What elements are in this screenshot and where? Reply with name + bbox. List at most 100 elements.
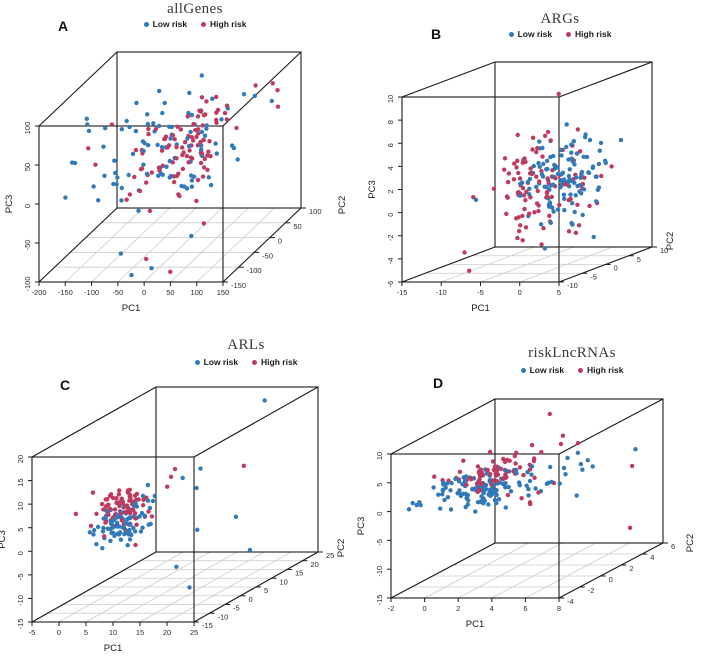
legend-item-low-risk: Low risk <box>143 19 188 29</box>
svg-text:0: 0 <box>614 264 618 273</box>
legend-dot-low-risk-icon <box>520 367 526 373</box>
svg-text:-4: -4 <box>567 597 574 606</box>
svg-text:-5: -5 <box>16 574 25 581</box>
x-axis-title: PC1 <box>466 619 484 630</box>
svg-text:0: 0 <box>423 604 427 613</box>
panel-allGenes: allGenes Low risk High risk A -200 -150 -1… <box>0 0 351 332</box>
legend-item-low-risk: Low risk <box>194 357 239 367</box>
svg-text:-50: -50 <box>112 288 123 297</box>
svg-text:0: 0 <box>57 628 61 637</box>
legend-label-high-risk: High risk <box>575 29 612 39</box>
legend-label-low-risk: Low risk <box>152 19 188 29</box>
svg-text:4: 4 <box>650 553 654 562</box>
svg-text:6: 6 <box>671 542 675 551</box>
svg-text:-100: -100 <box>247 266 262 275</box>
data-points <box>63 73 281 278</box>
panel-ARLs: ARLs Low risk High risk C -5 0 5 10 15 20 25 -1… <box>0 332 351 664</box>
depth-axis-title: PC2 <box>665 232 676 250</box>
svg-text:10: 10 <box>660 246 668 255</box>
legend-item-high-risk: High risk <box>252 357 297 367</box>
panel-legend: Low risk High risk <box>442 365 702 375</box>
svg-text:20: 20 <box>16 455 25 463</box>
depth-axis-title: PC2 <box>336 539 347 557</box>
axis-titles: PC1 PC3 PC2 <box>0 530 347 654</box>
floor-grid <box>31 551 319 623</box>
svg-text:5: 5 <box>264 586 268 595</box>
svg-text:0: 0 <box>375 512 384 516</box>
box-edges <box>38 51 302 283</box>
svg-text:-100: -100 <box>84 288 99 297</box>
svg-text:50: 50 <box>166 288 174 297</box>
box-edges <box>390 398 664 599</box>
svg-text:20: 20 <box>311 560 319 569</box>
svg-text:-10: -10 <box>436 288 447 297</box>
scatter3d-plot-ARLs: -5 0 5 10 15 20 25 -15 -10 -5 0 5 10 15 20 -15 -10 -5 0 5 10… <box>0 386 347 654</box>
svg-text:2: 2 <box>456 604 460 613</box>
svg-text:0: 0 <box>142 288 146 297</box>
svg-text:-15: -15 <box>202 621 213 630</box>
axis-tick-labels: -200 -150 -100 -50 0 50 100 150-100-50050100-15… <box>23 122 322 297</box>
svg-text:5: 5 <box>637 255 641 264</box>
svg-text:100: 100 <box>190 288 203 297</box>
svg-text:5: 5 <box>84 628 88 637</box>
svg-text:-50: -50 <box>23 240 32 251</box>
legend-dot-low-risk-icon <box>143 21 149 27</box>
svg-text:-10: -10 <box>375 566 384 577</box>
axis-ticks <box>28 456 323 626</box>
legend-dot-high-risk-icon <box>578 367 584 373</box>
svg-text:-150: -150 <box>231 281 246 290</box>
svg-text:-2: -2 <box>388 604 395 613</box>
legend-dot-low-risk-icon <box>194 359 200 365</box>
svg-text:10: 10 <box>16 502 25 510</box>
panel-letter: D <box>433 375 444 391</box>
svg-text:-6: -6 <box>386 281 395 288</box>
svg-text:2: 2 <box>386 189 395 193</box>
legend-dot-low-risk-icon <box>508 31 514 37</box>
scatter3d-plot-ARGs: -15 -10 -5 0 5-6-4-20246810-10-50510PC1PC3PC… <box>367 61 676 314</box>
svg-text:0: 0 <box>249 595 253 604</box>
svg-text:-5: -5 <box>375 539 384 546</box>
axis-titles: PC1 PC3 PC2 <box>367 180 676 314</box>
axis-tick-labels: -15 -10 -5 0 5 -6 -4 -2 0 2 4 6 8 10 -10 -5 0 5 10 <box>386 95 668 297</box>
svg-text:0: 0 <box>23 204 32 208</box>
z-axis-title: PC3 <box>0 530 8 548</box>
x-axis-title: PC1 <box>471 303 489 314</box>
legend-label-high-risk: High risk <box>587 365 624 375</box>
legend-label-low-risk: Low risk <box>517 29 553 39</box>
data-points <box>406 411 638 530</box>
svg-text:-5: -5 <box>29 628 36 637</box>
svg-text:6: 6 <box>386 143 395 147</box>
svg-text:25: 25 <box>326 551 334 560</box>
legend-item-low-risk: Low risk <box>520 365 564 375</box>
legend-label-low-risk: Low risk <box>203 357 239 367</box>
svg-text:10: 10 <box>280 577 288 586</box>
panel-letter: B <box>431 26 442 42</box>
data-points <box>73 398 267 590</box>
svg-text:0: 0 <box>386 213 395 217</box>
svg-text:5: 5 <box>375 483 384 487</box>
svg-text:-10: -10 <box>16 595 25 606</box>
legend-label-high-risk: High risk <box>210 19 247 29</box>
panel-legend: Low risk High risk <box>430 29 690 39</box>
svg-text:-200: -200 <box>31 288 46 297</box>
svg-text:-2: -2 <box>386 234 395 241</box>
panel-legend: Low risk High risk <box>65 19 325 29</box>
svg-text:20: 20 <box>163 628 171 637</box>
legend-dot-high-risk-icon <box>201 21 207 27</box>
svg-text:-150: -150 <box>58 288 73 297</box>
svg-text:50: 50 <box>293 222 301 231</box>
svg-text:0: 0 <box>609 575 613 584</box>
axis-titles: PC1 PC3 PC2 <box>356 517 696 630</box>
svg-text:-4: -4 <box>386 258 395 265</box>
x-axis-title: PC1 <box>104 643 122 654</box>
panel-title: riskLncRNAs <box>528 345 616 361</box>
data-points <box>462 91 624 273</box>
svg-text:-15: -15 <box>397 288 408 297</box>
svg-text:15: 15 <box>295 569 303 578</box>
panel-legend: Low risk High risk <box>116 357 376 367</box>
svg-text:150: 150 <box>217 288 230 297</box>
scatter3d-plot-riskLncRNAs: -2 0 2 4 6 8 -15 -10 -5 0 5 10 -4 -2 0 2 4 6 PC1 PC3 PC2 <box>356 398 696 630</box>
panel-title: ARLs <box>227 337 265 353</box>
axis-tick-labels: -5 0 5 10 15 20 25 -15 -10 -5 0 5 10 15 20 -15 -10 -5 0 5 10… <box>16 455 334 637</box>
floor-grid <box>390 542 664 599</box>
